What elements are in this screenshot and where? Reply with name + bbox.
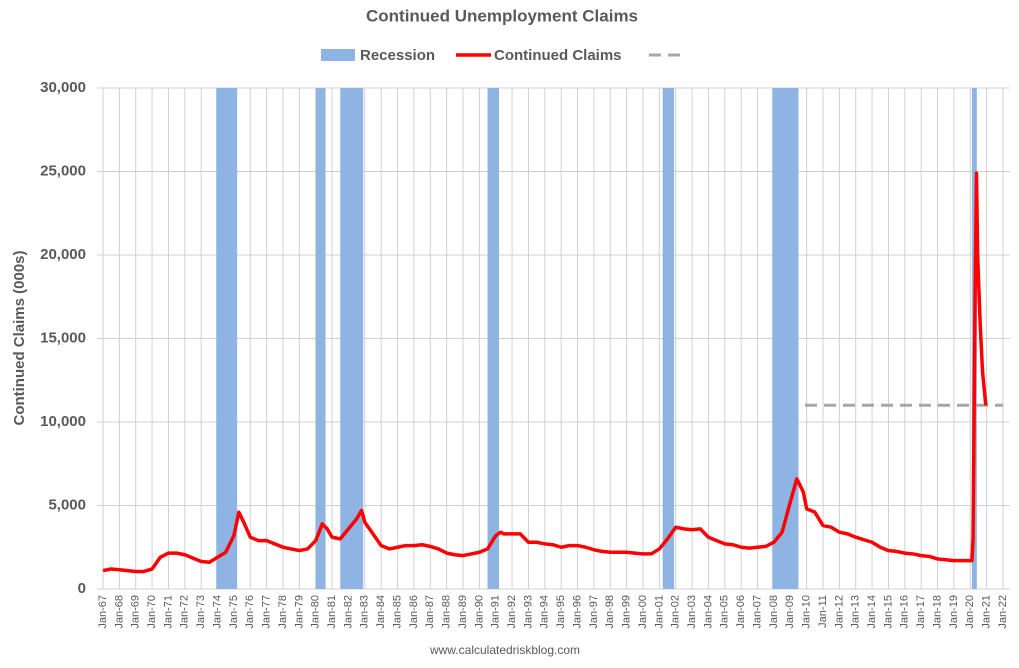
x-tick-label: Jan-77 — [261, 595, 273, 629]
x-tick-label: Jan-72 — [179, 595, 191, 629]
source: www.calculatedriskblog.com — [429, 643, 580, 657]
x-tick-label: Jan-01 — [653, 595, 665, 629]
x-tick-label: Jan-04 — [702, 595, 714, 629]
x-tick-label: Jan-74 — [211, 595, 223, 629]
x-tick-label: Jan-05 — [719, 595, 731, 629]
x-tick-label: Jan-06 — [735, 595, 747, 629]
x-tick-label: Jan-96 — [571, 595, 583, 629]
x-tick-label: Jan-93 — [522, 595, 534, 629]
x-tick-label: Jan-84 — [375, 595, 387, 629]
x-tick-label: Jan-73 — [195, 595, 207, 629]
x-tick-label: Jan-20 — [964, 595, 976, 629]
recession-band — [487, 88, 499, 589]
x-tick-label: Jan-71 — [162, 595, 174, 629]
x-tick-label: Jan-70 — [146, 595, 158, 629]
x-tick-label: Jan-85 — [391, 595, 403, 629]
x-tick-label: Jan-90 — [473, 595, 485, 629]
recession-band — [662, 88, 675, 589]
x-tick-label: Jan-86 — [408, 595, 420, 629]
legend: Recession Continued Claims — [321, 47, 684, 64]
x-tick-label: Jan-89 — [457, 595, 469, 629]
x-tick-label: Jan-69 — [130, 595, 142, 629]
x-tick-label: Jan-18 — [931, 595, 943, 629]
x-tick-label: Jan-02 — [670, 595, 682, 629]
x-tick-label: Jan-11 — [817, 595, 829, 628]
x-tick-label: Jan-15 — [882, 595, 894, 629]
x-tick-label: Jan-14 — [866, 595, 878, 629]
x-tick-label: Jan-68 — [113, 595, 125, 629]
y-tick-label: 10,000 — [40, 413, 86, 430]
x-tick-label: Jan-97 — [588, 595, 600, 629]
recession-band — [772, 88, 799, 589]
x-tick-label: Jan-10 — [801, 595, 813, 629]
x-tick-label: Jan-87 — [424, 595, 436, 629]
y-axis-title: Continued Claims (000s) — [11, 250, 28, 425]
x-tick-label: Jan-21 — [981, 595, 993, 629]
y-tick-label: 5,000 — [48, 496, 86, 513]
x-tick-label: Jan-22 — [997, 595, 1009, 629]
y-tick-label: 30,000 — [40, 79, 86, 96]
x-tick-label: Jan-16 — [899, 595, 911, 629]
x-tick-label: Jan-94 — [539, 595, 551, 629]
x-tick-label: Jan-08 — [768, 595, 780, 629]
x-tick-label: Jan-19 — [948, 595, 960, 629]
recession-band — [315, 88, 326, 589]
x-tick-label: Jan-88 — [441, 595, 453, 629]
x-tick-label: Jan-98 — [604, 595, 616, 629]
y-tick-label: 20,000 — [40, 246, 86, 263]
x-tick-label: Jan-99 — [621, 595, 633, 629]
x-tick-label: Jan-07 — [751, 595, 763, 629]
x-tick-label: Jan-13 — [850, 595, 862, 629]
x-tick-label: Jan-00 — [637, 595, 649, 629]
x-tick-label: Jan-92 — [506, 595, 518, 629]
legend-label: Recession — [360, 47, 435, 64]
x-tick-label: Jan-81 — [326, 595, 338, 629]
chart-title: Continued Unemployment Claims — [366, 6, 638, 25]
recession-band — [216, 88, 238, 589]
x-tick-label: Jan-03 — [686, 595, 698, 629]
recession-band — [340, 88, 364, 589]
y-tick-label: 25,000 — [40, 162, 86, 179]
x-tick-label: Jan-78 — [277, 595, 289, 629]
x-tick-label: Jan-95 — [555, 595, 567, 629]
y-tick-label: 15,000 — [40, 329, 86, 346]
x-tick-label: Jan-79 — [293, 595, 305, 629]
x-tick-label: Jan-12 — [833, 595, 845, 629]
x-tick-label: Jan-80 — [310, 595, 322, 629]
x-tick-label: Jan-91 — [490, 595, 502, 629]
legend-label: Continued Claims — [494, 47, 622, 64]
x-tick-label: Jan-09 — [784, 595, 796, 629]
y-tick-label: 0 — [78, 580, 86, 597]
legend-swatch — [321, 49, 355, 61]
x-tick-label: Jan-75 — [228, 595, 240, 629]
x-tick-label: Jan-76 — [244, 595, 256, 629]
data-line — [102, 171, 988, 574]
x-tick-label: Jan-67 — [97, 595, 109, 629]
x-tick-label: Jan-17 — [915, 595, 927, 629]
x-tick-label: Jan-82 — [342, 595, 354, 629]
x-tick-label: Jan-83 — [359, 595, 371, 629]
